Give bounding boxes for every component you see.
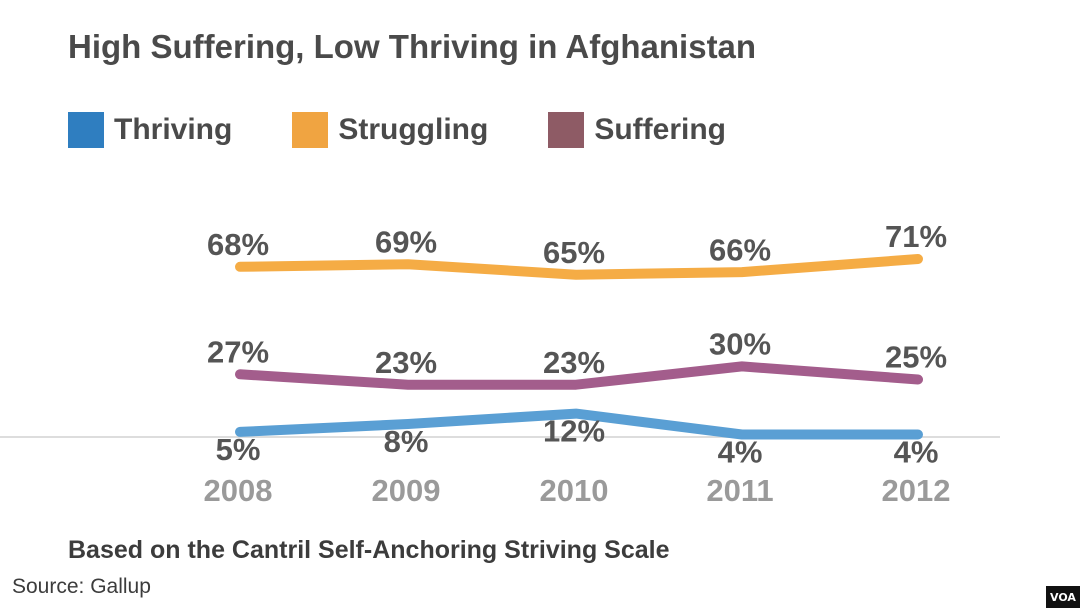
data-label-thriving-2011: 4% bbox=[718, 435, 763, 470]
x-tick-label-2011: 2011 bbox=[706, 473, 773, 508]
series-line-struggling bbox=[235, 254, 923, 280]
data-label-struggling-2011: 66% bbox=[709, 232, 771, 267]
data-label-thriving-2009: 8% bbox=[384, 424, 429, 459]
voa-logo: VOA bbox=[1046, 586, 1080, 608]
chart-subtitle: Based on the Cantril Self-Anchoring Stri… bbox=[68, 536, 670, 564]
legend-label-suffering: Suffering bbox=[594, 113, 726, 146]
legend-item-thriving: Thriving bbox=[68, 112, 232, 148]
series-line-thriving bbox=[235, 408, 923, 440]
chart-title: High Suffering, Low Thriving in Afghanis… bbox=[68, 28, 757, 65]
data-label-suffering-2009: 23% bbox=[375, 345, 437, 380]
data-label-struggling-2012: 71% bbox=[885, 219, 947, 254]
data-label-struggling-2008: 68% bbox=[207, 227, 269, 262]
data-label-thriving-2010: 12% bbox=[543, 414, 605, 449]
data-label-struggling-2009: 69% bbox=[375, 224, 437, 259]
legend: Thriving Struggling Suffering bbox=[68, 110, 786, 150]
data-label-suffering-2010: 23% bbox=[543, 345, 605, 380]
legend-swatch-struggling bbox=[292, 112, 329, 148]
legend-label-struggling: Struggling bbox=[338, 113, 489, 146]
data-label-suffering-2008: 27% bbox=[207, 334, 269, 369]
legend-label-thriving: Thriving bbox=[114, 113, 233, 146]
legend-item-struggling: Struggling bbox=[292, 112, 488, 148]
data-label-suffering-2012: 25% bbox=[885, 340, 947, 375]
source-note: Source: Gallup bbox=[12, 575, 151, 598]
data-label-suffering-2011: 30% bbox=[709, 327, 771, 362]
legend-item-suffering: Suffering bbox=[548, 112, 726, 148]
data-label-thriving-2008: 5% bbox=[216, 432, 261, 467]
legend-swatch-suffering bbox=[548, 112, 585, 148]
x-tick-label-2009: 2009 bbox=[372, 473, 441, 508]
x-tick-label-2010: 2010 bbox=[540, 473, 609, 508]
series-line-suffering bbox=[235, 361, 923, 390]
legend-swatch-thriving bbox=[68, 112, 104, 148]
data-label-thriving-2012: 4% bbox=[894, 435, 939, 470]
data-label-struggling-2010: 65% bbox=[543, 235, 605, 270]
x-tick-label-2008: 2008 bbox=[204, 473, 273, 508]
x-tick-label-2012: 2012 bbox=[882, 473, 951, 508]
